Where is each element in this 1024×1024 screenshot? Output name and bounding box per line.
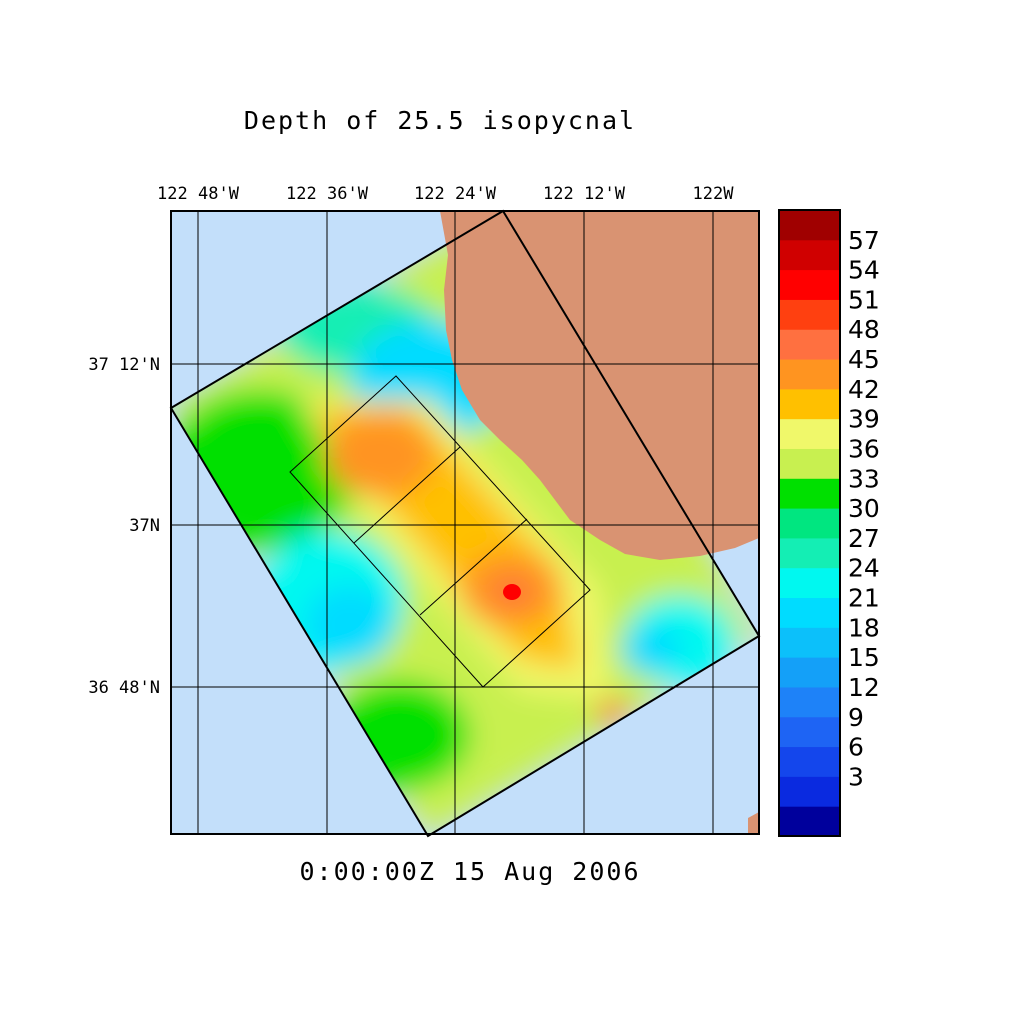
inner-domain-divider-2 bbox=[419, 518, 528, 616]
colorbar-label: 6 bbox=[848, 733, 864, 762]
colorbar-label: 57 bbox=[848, 226, 880, 255]
colorbar-label: 3 bbox=[848, 762, 864, 791]
colorbar-segment bbox=[779, 269, 840, 300]
colorbar-segment bbox=[779, 657, 840, 688]
colorbar-segment bbox=[779, 448, 840, 479]
colorbar-segment bbox=[779, 210, 840, 241]
latitude-label: 37 12'N bbox=[88, 355, 160, 375]
depth-contour-region bbox=[325, 413, 435, 497]
latitude-label: 37N bbox=[129, 516, 160, 536]
inner-domain-divider-1 bbox=[353, 446, 461, 544]
longitude-label: 122 12'W bbox=[543, 184, 626, 204]
colorbar-segment bbox=[779, 388, 840, 420]
colorbar-segment bbox=[779, 359, 840, 390]
colorbar-segment bbox=[779, 746, 840, 777]
colorbar-segment bbox=[779, 597, 840, 628]
colorbar-label: 27 bbox=[848, 524, 880, 553]
colorbar-label: 9 bbox=[848, 703, 864, 732]
map-frame bbox=[170, 210, 760, 835]
colorbar-label: 21 bbox=[848, 584, 880, 613]
colorbar-label: 48 bbox=[848, 315, 880, 344]
colorbar-segment bbox=[779, 508, 840, 539]
colorbar-segment bbox=[779, 806, 840, 837]
depth-contour-region bbox=[596, 700, 628, 724]
depth-contour-region bbox=[620, 625, 680, 675]
colorbar-segment bbox=[779, 537, 840, 569]
colorbar-frame bbox=[778, 209, 841, 837]
colorbar-label: 33 bbox=[848, 464, 880, 493]
small-island bbox=[748, 812, 759, 834]
colorbar-label: 15 bbox=[848, 643, 880, 672]
colorbar-label: 42 bbox=[848, 375, 880, 404]
colorbar-segment bbox=[779, 567, 840, 599]
colorbar-segment bbox=[779, 716, 840, 748]
colorbar-label: 39 bbox=[848, 405, 880, 434]
colorbar bbox=[778, 209, 841, 837]
longitude-label: 122 36'W bbox=[286, 184, 369, 204]
colorbar-label: 54 bbox=[848, 256, 880, 285]
latitude-label: 36 48'N bbox=[88, 678, 160, 698]
colorbar-label: 24 bbox=[848, 554, 880, 583]
land-area bbox=[440, 211, 759, 560]
inner-domain-outline bbox=[289, 375, 591, 688]
depth-maximum-core bbox=[503, 584, 521, 600]
colorbar-label: 36 bbox=[848, 434, 880, 463]
colorbar-segment bbox=[779, 627, 840, 658]
colorbar-segment bbox=[779, 478, 840, 509]
colorbar-label: 18 bbox=[848, 613, 880, 642]
map-title: Depth of 25.5 isopycnal bbox=[243, 106, 637, 135]
colorbar-label: 51 bbox=[848, 285, 880, 314]
colorbar-segment bbox=[779, 239, 840, 271]
isopycnal-depth-field bbox=[171, 211, 759, 836]
colorbar-segment bbox=[779, 418, 840, 449]
colorbar-label: 45 bbox=[848, 345, 880, 374]
colorbar-label: 30 bbox=[848, 494, 880, 523]
longitude-label: 122 48'W bbox=[157, 184, 240, 204]
colorbar-segment bbox=[779, 686, 840, 718]
map-timestamp: 0:00:00Z 15 Aug 2006 bbox=[299, 857, 641, 886]
colorbar-segment bbox=[779, 776, 840, 807]
longitude-label: 122W bbox=[693, 184, 735, 204]
colorbar-label: 12 bbox=[848, 673, 880, 702]
colorbar-segment bbox=[779, 329, 840, 360]
longitude-label: 122 24'W bbox=[414, 184, 497, 204]
colorbar-segment bbox=[779, 299, 840, 330]
